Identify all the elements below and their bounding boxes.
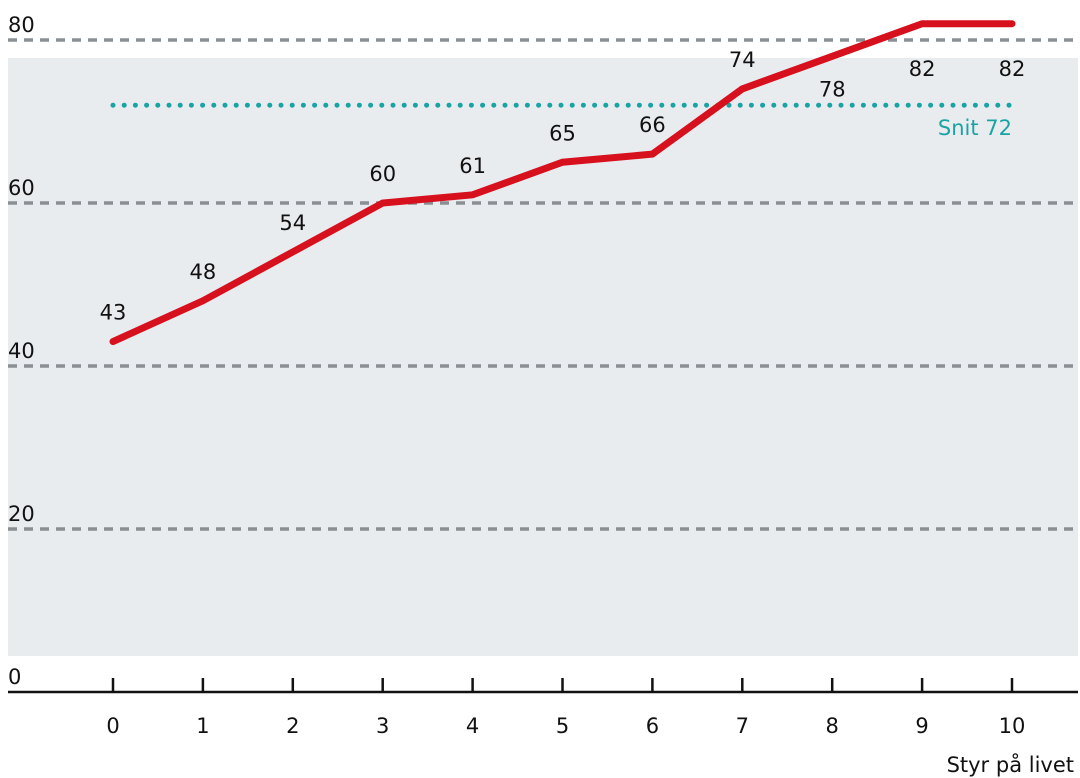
data-labels: 43 48 54 60 61 65 66 74 78 82 82 bbox=[100, 48, 1026, 325]
y-tick-labels: 0 20 40 60 80 bbox=[8, 13, 35, 689]
x-tick-label-3: 3 bbox=[376, 714, 389, 738]
x-tick-label-7: 7 bbox=[736, 714, 749, 738]
data-label-9: 82 bbox=[909, 57, 936, 81]
data-label-6: 66 bbox=[639, 113, 666, 137]
x-tick-label-5: 5 bbox=[556, 714, 569, 738]
data-label-0: 43 bbox=[100, 301, 127, 325]
grid-lines bbox=[8, 38, 1078, 531]
y-tick-label-40: 40 bbox=[8, 339, 35, 363]
data-label-7: 74 bbox=[729, 48, 756, 72]
x-tick-label-4: 4 bbox=[466, 714, 479, 738]
x-ticks: 0 1 2 3 4 5 6 7 8 9 10 bbox=[106, 678, 1025, 738]
reference-line-group: Snit 72 bbox=[110, 102, 1015, 140]
x-tick-label-6: 6 bbox=[646, 714, 659, 738]
data-label-4: 61 bbox=[459, 154, 486, 178]
y-tick-label-60: 60 bbox=[8, 176, 35, 200]
x-tick-label-9: 9 bbox=[915, 714, 928, 738]
y-tick-label-80: 80 bbox=[8, 13, 35, 37]
x-axis-title: Styr på livet bbox=[947, 752, 1074, 777]
series-line-0 bbox=[109, 20, 1016, 346]
x-tick-label-2: 2 bbox=[286, 714, 299, 738]
y-tick-label-20: 20 bbox=[8, 502, 35, 526]
x-tick-label-8: 8 bbox=[826, 714, 839, 738]
data-label-5: 65 bbox=[549, 121, 576, 145]
data-label-8: 78 bbox=[819, 77, 846, 101]
y-tick-label-0: 0 bbox=[8, 665, 21, 689]
data-label-1: 48 bbox=[190, 260, 217, 284]
data-label-2: 54 bbox=[279, 211, 306, 235]
x-tick-label-10: 10 bbox=[999, 714, 1026, 738]
average-reference-label: Snit 72 bbox=[938, 116, 1012, 140]
x-tick-label-1: 1 bbox=[196, 714, 209, 738]
data-label-3: 60 bbox=[369, 162, 396, 186]
data-label-10: 82 bbox=[999, 57, 1026, 81]
plot-background bbox=[8, 58, 1078, 656]
x-tick-label-0: 0 bbox=[106, 714, 119, 738]
series-layer bbox=[109, 20, 1016, 346]
